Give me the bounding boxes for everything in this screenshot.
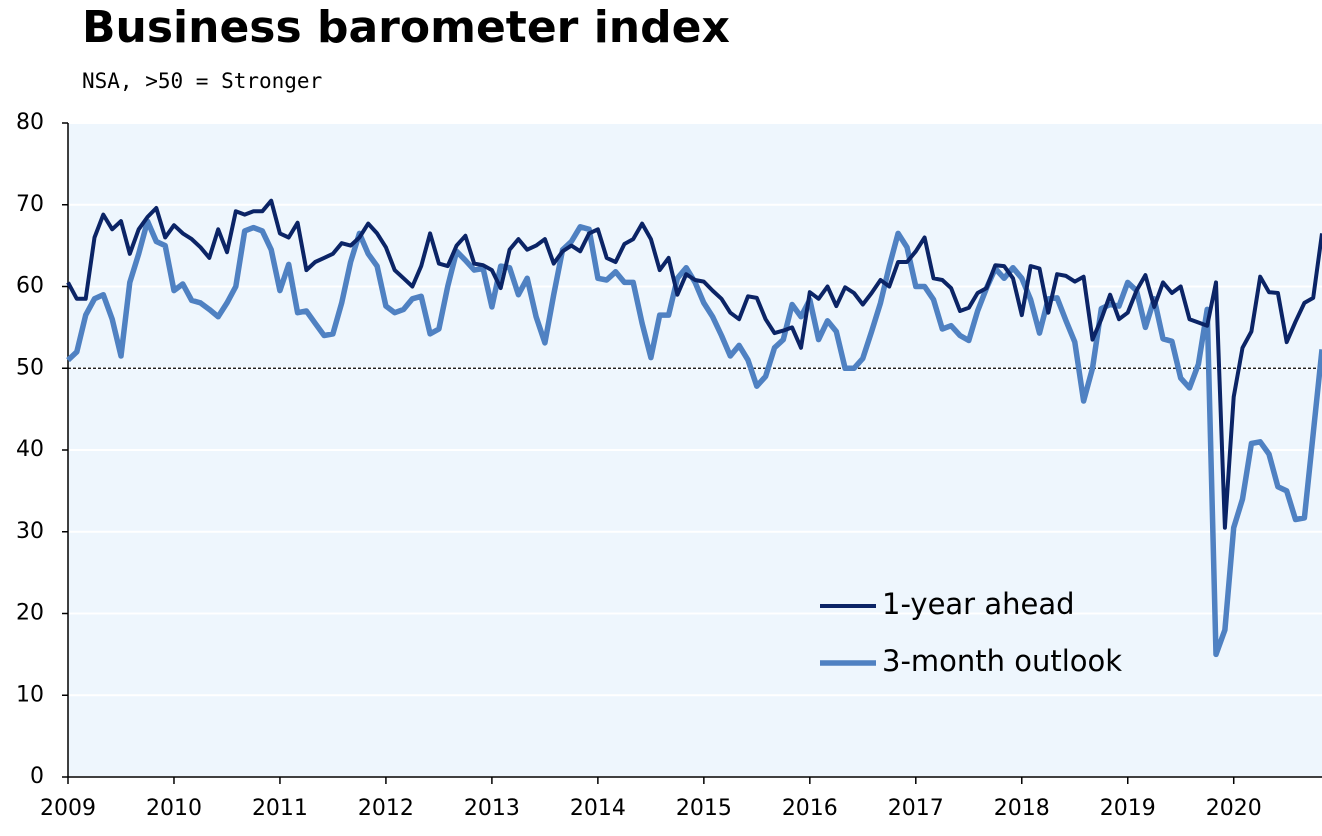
y-tick-label: 60 xyxy=(16,274,44,299)
y-tick-label: 30 xyxy=(16,519,44,544)
y-tick-label: 80 xyxy=(16,110,44,135)
x-tick-label: 2015 xyxy=(676,796,732,821)
x-tick-label: 2011 xyxy=(252,796,308,821)
chart-title: Business barometer index xyxy=(82,2,730,53)
y-tick-label: 70 xyxy=(16,192,44,217)
y-tick-label: 10 xyxy=(16,682,44,707)
x-tick-label: 2014 xyxy=(570,796,626,821)
x-tick-label: 2009 xyxy=(40,796,96,821)
legend-label: 1-year ahead xyxy=(882,587,1075,621)
x-tick-label: 2012 xyxy=(358,796,414,821)
y-tick-label: 40 xyxy=(16,437,44,462)
x-tick-label: 2016 xyxy=(782,796,838,821)
x-tick-label: 2013 xyxy=(464,796,520,821)
x-tick-label: 2017 xyxy=(888,796,944,821)
y-tick-label: 50 xyxy=(16,355,44,380)
chart-subtitle: NSA, >50 = Stronger xyxy=(82,69,322,93)
y-tick-label: 20 xyxy=(16,601,44,626)
x-tick-label: 2019 xyxy=(1100,796,1156,821)
x-tick-label: 2010 xyxy=(146,796,202,821)
x-tick-label: 2020 xyxy=(1206,796,1262,821)
x-tick-label: 2018 xyxy=(994,796,1050,821)
legend-label: 3-month outlook xyxy=(882,644,1122,678)
y-tick-label: 0 xyxy=(30,764,44,789)
series-line xyxy=(66,198,1322,530)
